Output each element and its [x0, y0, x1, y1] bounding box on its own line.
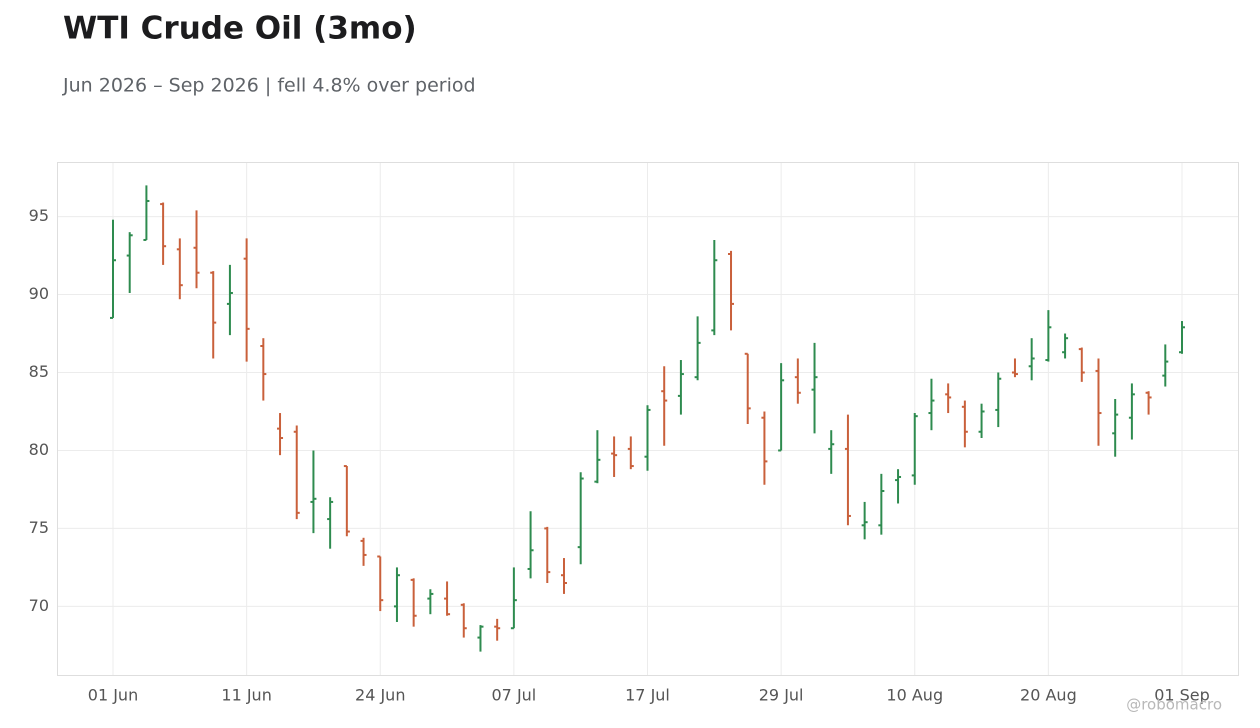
y-tick-label: 85	[29, 362, 49, 381]
x-tick-label: 24 Jun	[355, 686, 405, 705]
x-tick-label: 01 Jun	[88, 686, 138, 705]
y-tick-label: 75	[29, 518, 49, 537]
x-tick-label: 17 Jul	[625, 686, 670, 705]
y-tick-label: 70	[29, 596, 49, 615]
grid: 70 75 80 85 90 95 01 Jun 11 Jun 24 Jun 07 Jul 17 J…	[29, 162, 1239, 705]
x-tick-label: 10 Aug	[886, 686, 943, 705]
y-tick-label: 80	[29, 440, 49, 459]
plot-frame	[57, 162, 1239, 676]
watermark: @robomacro	[1126, 696, 1222, 714]
y-tick-label: 90	[29, 284, 49, 303]
chart-title: WTI Crude Oil (3mo)	[63, 11, 417, 47]
x-tick-label: 20 Aug	[1020, 686, 1077, 705]
bars	[110, 185, 1185, 652]
x-tick-label: 29 Jul	[759, 686, 804, 705]
x-tick-label: 07 Jul	[492, 686, 537, 705]
x-tick-label: 11 Jun	[221, 686, 271, 705]
chart-subtitle: Jun 2026 – Sep 2026 | fell 4.8% over per…	[62, 75, 476, 97]
x-tick-label: 01 Sep	[1154, 686, 1210, 705]
y-tick-label: 95	[29, 206, 49, 225]
